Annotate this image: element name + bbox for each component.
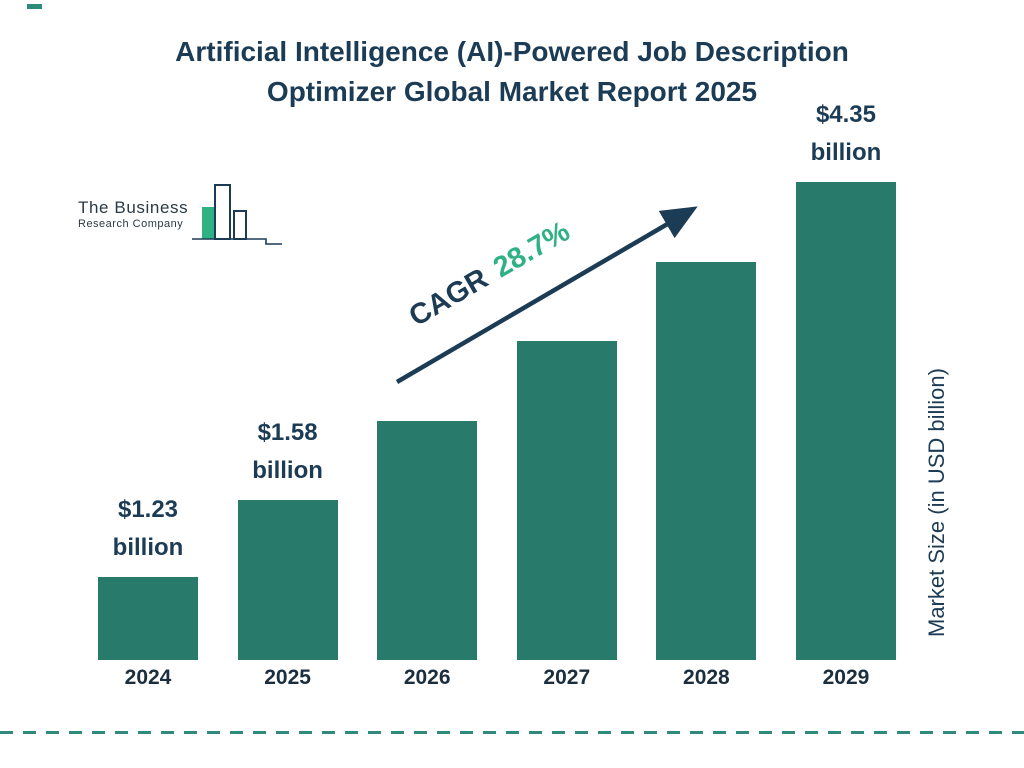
x-axis-label-2026: 2026	[403, 666, 451, 689]
company-logo-subname: Research Company	[78, 218, 184, 230]
x-axis-label-2028: 2028	[683, 666, 730, 689]
bar-value-label-2024: $1.23 billion	[112, 496, 184, 562]
x-axis-label-2024: 2024	[124, 666, 172, 689]
bar-2027	[516, 341, 617, 660]
bar-2024	[98, 577, 198, 660]
bar-column-2027	[516, 88, 617, 660]
bar-column-2025: $1.58 billion	[237, 88, 338, 660]
bottom-dashed-line	[0, 731, 1024, 734]
corner-dash-mark	[27, 4, 42, 9]
bar-value-label-2029: $4.35 billion	[810, 101, 882, 167]
bar-column-2026	[377, 88, 478, 660]
bar-2025	[237, 500, 338, 660]
company-logo-text: The Business Research Company	[78, 198, 188, 230]
x-axis-label-2027: 2027	[543, 666, 591, 689]
company-logo: The Business Research Company	[78, 182, 284, 246]
cagr-trend-arrow	[395, 206, 698, 384]
bar-2028	[656, 262, 757, 660]
company-logo-name: The Business	[78, 198, 189, 217]
x-axis: 2024 2025 2026 2027 2028 2029	[98, 666, 896, 690]
bar-value-label-2025: $1.58 billion	[252, 419, 323, 485]
x-axis-label-2029: 2029	[822, 666, 870, 689]
chart-title-line1: Artificial Intelligence (AI)-Powered Job…	[175, 36, 849, 67]
logo-bar-chart-icon	[192, 184, 283, 245]
x-axis-label-2025: 2025	[264, 666, 311, 689]
bar-column-2024: $1.23 billion	[98, 88, 198, 660]
bar-2029	[795, 182, 896, 660]
plot-area: $1.23 billion $1.58 billion $4.35 billion	[98, 88, 896, 660]
bar-column-2028	[656, 88, 757, 660]
bar-column-2029: $4.35 billion	[795, 88, 896, 660]
y-axis-label: Market Size (in USD billion)	[924, 368, 949, 637]
chart-title-line2: Optimizer Global Market Report 2025	[266, 75, 758, 107]
chart-title: Artificial Intelligence (AI)-Powered Job…	[0, 32, 1024, 112]
bar-2026	[377, 421, 478, 660]
